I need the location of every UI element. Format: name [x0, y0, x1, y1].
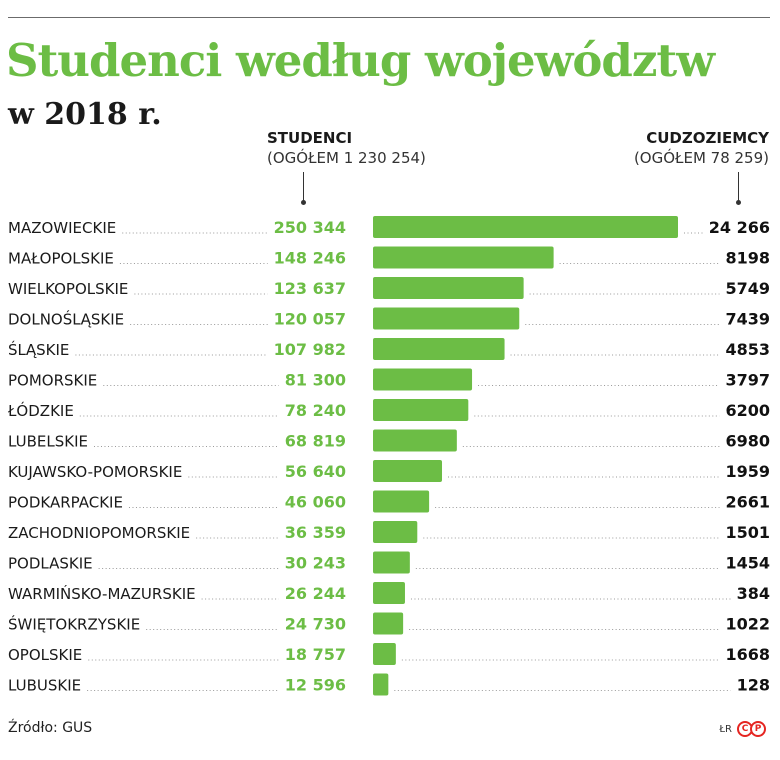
chart-row: ŁÓDZKIE 78 240 6200 [7, 399, 770, 421]
chart-row: ŚLĄSKIE 107 982 4853 [8, 338, 770, 360]
category-label: PODLASKIE [8, 555, 93, 573]
foreigners-value-label: 1959 [725, 462, 770, 481]
students-bar [373, 673, 389, 696]
foreigners-value-label: 24 266 [709, 218, 770, 237]
foreigners-value-label: 128 [737, 676, 770, 695]
top-rule [8, 17, 770, 18]
foreigners-value-label: 6980 [725, 432, 770, 451]
students-value-label: 148 246 [274, 249, 346, 268]
students-value-label: 36 359 [285, 523, 346, 542]
foreigners-value-label: 1454 [725, 554, 770, 573]
category-label: LUBELSKIE [8, 433, 88, 451]
students-bar [373, 307, 520, 330]
category-label: PODKARPACKIE [8, 494, 123, 512]
foreigners-column-header: CUDZOZIEMCY (OGÓŁEM 78 259) [634, 128, 769, 168]
students-bar [373, 399, 469, 421]
students-value-label: 78 240 [285, 401, 346, 420]
students-bar [373, 582, 405, 604]
foreigners-value-label: 5749 [725, 279, 770, 298]
category-label: WARMIŃSKO-MAZURSKIE [8, 584, 196, 603]
foreigners-value-label: 2661 [725, 493, 770, 512]
students-column-header: STUDENCI (OGÓŁEM 1 230 254) [267, 128, 426, 168]
students-value-label: 30 243 [285, 554, 346, 573]
students-bar [373, 216, 678, 238]
chart-row: WARMIŃSKO-MAZURSKIE 26 244 384 [8, 582, 770, 604]
foreigners-value-label: 7439 [725, 310, 770, 329]
credit: ŁR C P [719, 721, 766, 737]
students-bar [373, 429, 457, 452]
students-bar [373, 551, 410, 574]
chart-row: MAZOWIECKIE 250 344 24 266 [8, 216, 770, 238]
logo-p: P [750, 721, 766, 737]
category-label: LUBUSKIE [8, 677, 81, 695]
foreigners-value-label: 6200 [725, 401, 770, 420]
students-value-label: 107 982 [274, 340, 346, 359]
category-label: ŚWIĘTOKRZYSKIE [8, 615, 140, 634]
students-bar [373, 521, 418, 543]
foreigners-value-label: 1022 [725, 615, 770, 634]
chart-row: PODLASKIE 30 243 1454 [8, 551, 770, 574]
category-label: POMORSKIE [8, 372, 97, 390]
chart-row: LUBUSKIE 12 596 128 [8, 673, 770, 696]
students-value-label: 12 596 [285, 676, 346, 695]
students-value-label: 56 640 [285, 462, 346, 481]
students-value-label: 68 819 [285, 432, 346, 451]
foreigners-value-label: 4853 [725, 340, 770, 359]
chart-row: OPOLSKIE 18 757 1668 [8, 643, 770, 665]
students-bar [373, 246, 554, 269]
students-total: (OGÓŁEM 1 230 254) [267, 149, 426, 167]
category-label: DOLNOŚLĄSKIE [8, 310, 124, 329]
category-label: ŁÓDZKIE [7, 401, 74, 420]
students-value-label: 26 244 [285, 584, 346, 603]
students-pointer [301, 172, 306, 205]
chart-row: POMORSKIE 81 300 3797 [8, 368, 770, 391]
students-value-label: 46 060 [285, 493, 346, 512]
publisher-logo: C P [737, 721, 766, 737]
chart-row: MAŁOPOLSKIE 148 246 8198 [8, 246, 770, 269]
students-bar [373, 643, 396, 665]
category-label: WIELKOPOLSKIE [8, 280, 128, 298]
category-label: ZACHODNIOPOMORSKIE [8, 524, 190, 542]
foreigners-pointer [736, 172, 741, 205]
foreigners-value-label: 3797 [725, 371, 770, 390]
students-bar [373, 338, 505, 360]
students-value-label: 24 730 [285, 615, 346, 634]
author-initials: ŁR [719, 723, 732, 735]
chart-row: DOLNOŚLĄSKIE 120 057 7439 [8, 307, 770, 330]
category-label: ŚLĄSKIE [8, 340, 69, 359]
students-heading: STUDENCI [267, 129, 353, 147]
foreigners-value-label: 1501 [725, 523, 770, 542]
source-note: Źródło: GUS [8, 720, 93, 736]
chart-row: WIELKOPOLSKIE 123 637 5749 [8, 277, 770, 299]
chart-row: ŚWIĘTOKRZYSKIE 24 730 1022 [8, 612, 770, 635]
students-bar [373, 368, 473, 391]
chart-row: LUBELSKIE 68 819 6980 [8, 429, 770, 452]
chart-row: PODKARPACKIE 46 060 2661 [8, 490, 770, 513]
chart-row: ZACHODNIOPOMORSKIE 36 359 1501 [8, 521, 770, 543]
category-label: OPOLSKIE [8, 646, 82, 664]
foreigners-heading: CUDZOZIEMCY [646, 129, 769, 147]
students-value-label: 250 344 [274, 218, 346, 237]
students-value-label: 123 637 [274, 279, 346, 298]
students-value-label: 120 057 [274, 310, 346, 329]
foreigners-total: (OGÓŁEM 78 259) [633, 149, 769, 167]
category-label: KUJAWSKO-POMORSKIE [8, 463, 182, 481]
category-label: MAZOWIECKIE [8, 219, 116, 237]
foreigners-value-label: 384 [737, 584, 770, 603]
chart-row: KUJAWSKO-POMORSKIE 56 640 1959 [8, 460, 770, 482]
students-value-label: 81 300 [285, 371, 346, 390]
students-bar [373, 612, 404, 635]
students-value-label: 18 757 [285, 645, 346, 664]
students-bar [373, 277, 524, 299]
foreigners-value-label: 1668 [725, 645, 770, 664]
students-bar [373, 490, 430, 513]
students-bar [373, 460, 443, 482]
foreigners-value-label: 8198 [725, 249, 770, 268]
category-label: MAŁOPOLSKIE [8, 250, 114, 268]
chart-subtitle: w 2018 r. [8, 97, 162, 132]
chart-title: Studenci według województw [6, 34, 715, 87]
